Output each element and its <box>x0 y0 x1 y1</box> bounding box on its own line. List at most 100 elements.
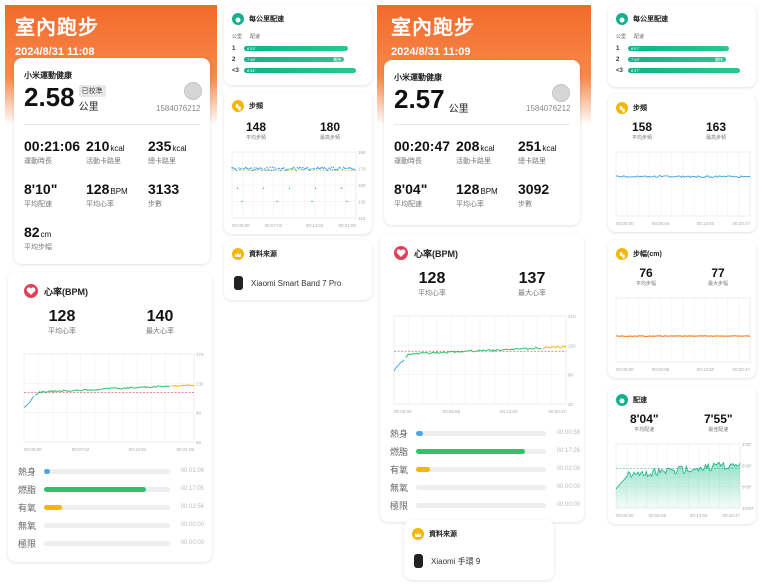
km-label: 2 <box>616 56 620 63</box>
data-source-title: 資料來源 <box>249 251 277 258</box>
heart-rate-card-1: 心率(BPM) 128 平均心率 140 最大心率 170 130 90 50 00:0… <box>8 272 212 562</box>
cadence-point <box>295 169 297 172</box>
best-pace-label: 最佳配速 <box>708 427 729 433</box>
cadence-point <box>250 167 252 169</box>
cadence-point <box>273 169 275 171</box>
stat-label: 總卡路里 <box>518 158 546 165</box>
cadence-point <box>344 167 346 169</box>
cadence-point <box>349 167 352 169</box>
x-tick-label: 00:13:50 <box>690 513 708 518</box>
zone-name: 燃脂 <box>390 446 409 457</box>
stat-value: 82cm <box>24 224 52 240</box>
footprint-icon <box>616 248 628 260</box>
fastest-tag: 最快 <box>714 57 723 62</box>
max-cadence-value: 180 <box>320 120 341 134</box>
stride-chart: 00:00:00 00:06:55 00:13:50 00:20:47 <box>614 294 754 374</box>
cadence-point <box>303 168 305 171</box>
hr-line-warmup <box>393 359 405 372</box>
avatar[interactable] <box>552 84 570 102</box>
cadence-point <box>233 168 235 170</box>
zone-track <box>44 504 170 510</box>
cadence-point <box>329 168 331 170</box>
cadence-point <box>244 166 247 169</box>
zone-track <box>416 502 546 508</box>
user-id: 1584076212 <box>526 104 571 113</box>
cadence-point <box>340 187 343 189</box>
avg-pace-value: 8'04" <box>630 412 659 426</box>
x-tick-label: 00:07:02 <box>265 223 283 228</box>
zone-bar <box>416 430 423 436</box>
crown-icon <box>412 528 424 540</box>
stat-item: 3133 步數 <box>148 181 179 209</box>
cadence-point <box>346 200 348 203</box>
cadence-point <box>286 169 288 171</box>
cadence-point <box>305 167 308 169</box>
cadence-point <box>283 167 285 169</box>
pace-area <box>616 462 740 508</box>
cadence-point <box>312 167 314 170</box>
cadence-point <box>328 167 330 169</box>
zone-bar <box>44 504 62 510</box>
cadence-point <box>284 169 286 172</box>
avg-cadence-value: 148 <box>246 120 267 134</box>
stat-label: 平均步幅 <box>24 244 52 251</box>
zone-row: 熱身 00:01:06 <box>18 462 204 480</box>
chart-svg: 170 130 90 50 00:00:00 00:07:02 00:14:04 00:21:… <box>23 352 204 452</box>
max-hr-value: 140 <box>146 308 174 325</box>
avatar[interactable] <box>184 82 202 100</box>
pace-km-bar: 8'03" <box>244 46 348 51</box>
zone-track <box>416 448 546 454</box>
heart-rate-chart: 170 130 90 50 00:00:00 00:07:02 00:14:04 00:21:… <box>22 350 208 454</box>
cadence-point <box>258 168 260 170</box>
cadence-point <box>309 169 311 172</box>
workout-date: 2024/8/31 11:08 <box>15 46 95 58</box>
footprint-icon <box>616 102 628 114</box>
stat-number: 210 <box>86 138 110 154</box>
stat-item: 210kcal 活動卡路里 <box>86 138 125 166</box>
workout-title: 室內跑步 <box>391 17 475 39</box>
stat-number: 8'04" <box>394 181 428 197</box>
cadence-title: 步頻 <box>633 105 647 112</box>
cadence-point <box>265 169 267 172</box>
heart-rate-zones: 熱身 00:00:58 燃脂 00:17:26 有氧 00:02:08 無氧 00:00:00… <box>390 424 580 514</box>
y-tick-label: 110 <box>358 216 366 221</box>
pace-km-row: 2 7'43" 最快 <box>616 54 750 65</box>
avg-cadence-label: 平均步頻 <box>632 135 653 141</box>
x-tick-label: 00:00:00 <box>616 513 634 518</box>
cadence-point <box>278 167 281 169</box>
zone-name: 熱身 <box>18 466 37 477</box>
cadence-point <box>320 167 322 169</box>
cadence-point <box>276 200 278 203</box>
km-label: <3 <box>232 67 239 74</box>
pace-per-km-title: 每公里配速 <box>249 16 284 23</box>
cadence-point <box>288 187 291 189</box>
stat-value: 3092 <box>518 181 549 197</box>
y-tick-label: 90 <box>196 411 202 416</box>
cadence-point <box>249 167 251 170</box>
stat-unit: BPM <box>110 187 128 196</box>
stat-number: 251 <box>518 138 542 154</box>
cadence-point <box>289 168 292 170</box>
cadence-point <box>285 168 287 171</box>
zone-row: 有氧 00:02:56 <box>18 498 204 516</box>
cadence-point <box>234 168 237 170</box>
pace-per-km-card-2: 每公里配速 公里 配速 1 8'07" 2 7'43" 最快 <3 8'37" <box>608 5 756 87</box>
pace-card-2: 配速 8'04" 平均配速 7'55" 最佳配速 4'00" 6'00" 8'00"… <box>608 386 756 524</box>
stat-number: 128 <box>86 181 110 197</box>
cadence-point <box>330 166 332 168</box>
app-name: 小米運動健康 <box>394 73 442 82</box>
cadence-point <box>239 168 241 171</box>
app-name: 小米運動健康 <box>24 71 72 80</box>
zone-bar <box>44 468 51 474</box>
stat-label: 活動卡路里 <box>86 158 121 165</box>
cadence-point <box>275 168 277 171</box>
x-tick-label: 00:00:00 <box>616 221 634 226</box>
avg-hr-label: 平均心率 <box>48 328 76 335</box>
cadence-point <box>242 168 244 170</box>
x-tick-label: 00:14:04 <box>306 223 324 228</box>
cadence-point <box>311 200 313 203</box>
data-source-title: 資料來源 <box>429 531 457 538</box>
zone-name: 燃脂 <box>18 484 37 495</box>
cadence-point <box>336 169 338 171</box>
cadence-point <box>324 168 327 170</box>
